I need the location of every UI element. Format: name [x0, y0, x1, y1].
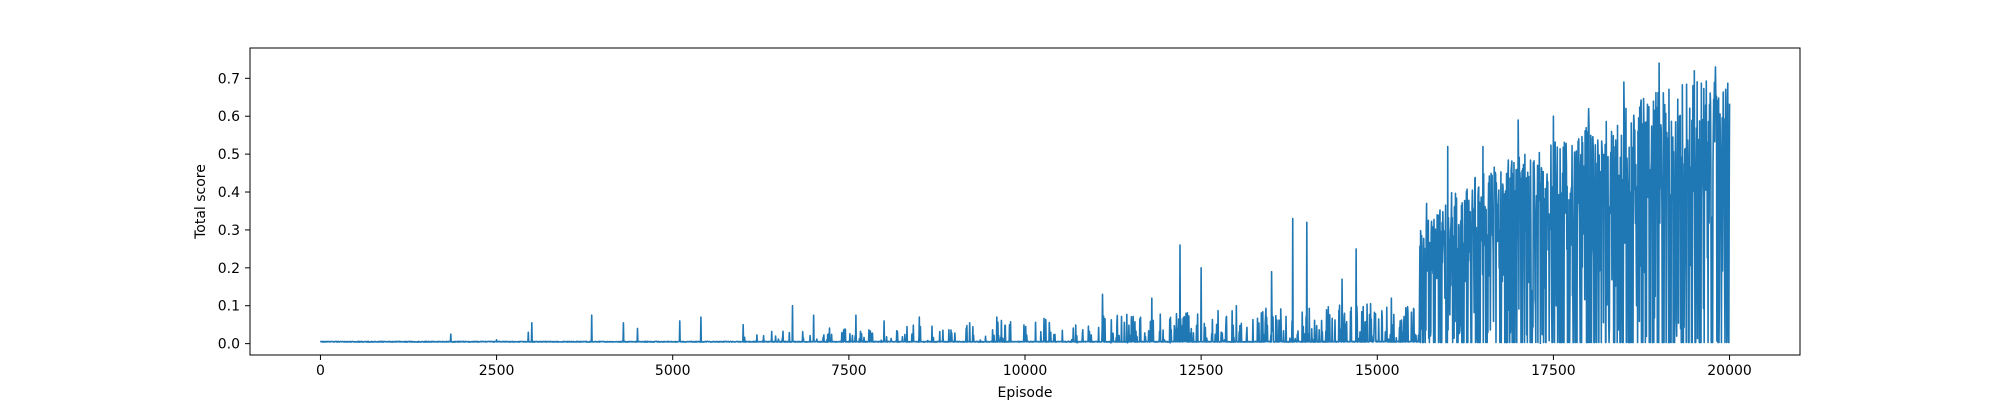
y-axis-label: Total score: [193, 164, 209, 240]
y-tick-label: 0.5: [218, 147, 240, 163]
x-tick-label: 0: [316, 363, 325, 379]
labels: Episode Total score: [193, 164, 1053, 401]
y-tick-label: 0.3: [218, 223, 240, 239]
x-tick-label: 7500: [831, 363, 867, 379]
series-line: [319, 62, 1731, 345]
y-tick-label: 0.1: [218, 299, 240, 315]
y-tick-label: 0.0: [218, 337, 240, 353]
axes: 0 2500 5000 7500 10000 12500 15000 17500 20000 0.…: [218, 47, 1801, 379]
x-tick-label: 15000: [1355, 363, 1400, 379]
plot-area: [319, 62, 1731, 345]
x-tick-label: 12500: [1179, 363, 1224, 379]
x-tick-label: 20000: [1707, 363, 1752, 379]
x-tick-label: 5000: [655, 363, 691, 379]
x-tick-label: 17500: [1531, 363, 1576, 379]
y-tick-label: 0.2: [218, 261, 240, 277]
y-tick-label: 0.6: [218, 109, 240, 125]
x-tick-label: 10000: [1003, 363, 1048, 379]
x-axis-label: Episode: [998, 385, 1053, 400]
x-tick-label: 2500: [479, 363, 515, 379]
y-tick-label: 0.4: [218, 185, 240, 201]
y-tick-label: 0.7: [218, 71, 240, 87]
